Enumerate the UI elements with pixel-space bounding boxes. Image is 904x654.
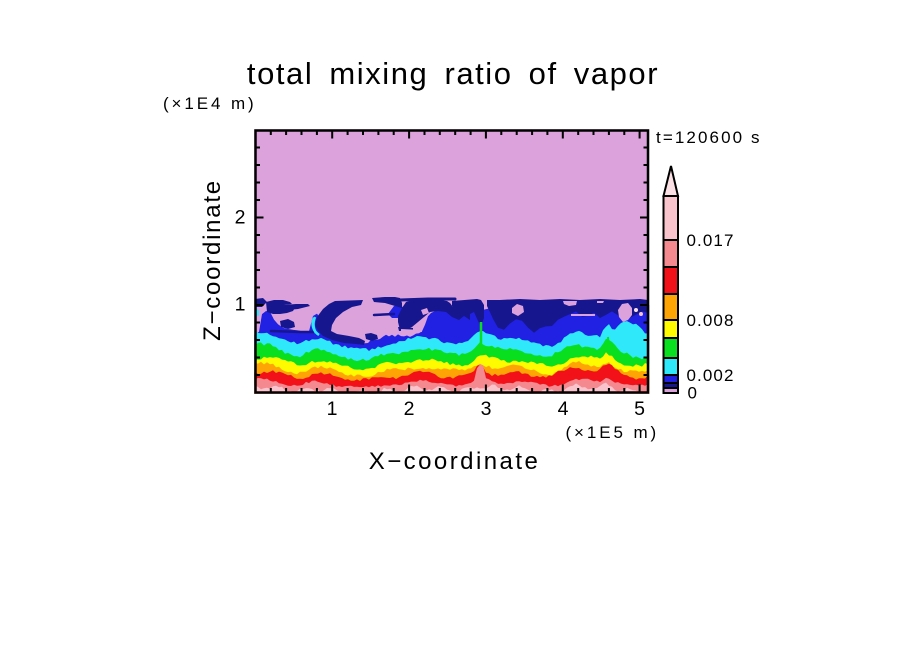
svg-text:Z−coordinate: Z−coordinate [199, 179, 226, 341]
svg-text:0.017: 0.017 [687, 231, 735, 250]
svg-text:(×1E5 m): (×1E5 m) [566, 423, 660, 442]
svg-text:(×1E4 m): (×1E4 m) [163, 94, 257, 113]
svg-text:4: 4 [558, 398, 569, 420]
svg-text:1: 1 [235, 294, 246, 316]
svg-text:X−coordinate: X−coordinate [369, 448, 541, 475]
svg-text:2: 2 [235, 207, 246, 229]
svg-text:0.008: 0.008 [687, 311, 735, 330]
svg-text:0: 0 [688, 384, 697, 403]
svg-text:t=120600 s: t=120600 s [656, 128, 762, 147]
svg-text:total mixing ratio of vapor: total mixing ratio of vapor [247, 56, 659, 91]
svg-text:0.002: 0.002 [687, 366, 735, 385]
svg-text:3: 3 [481, 398, 492, 420]
svg-text:5: 5 [634, 398, 645, 420]
svg-text:1: 1 [327, 398, 338, 420]
svg-text:2: 2 [404, 398, 415, 420]
